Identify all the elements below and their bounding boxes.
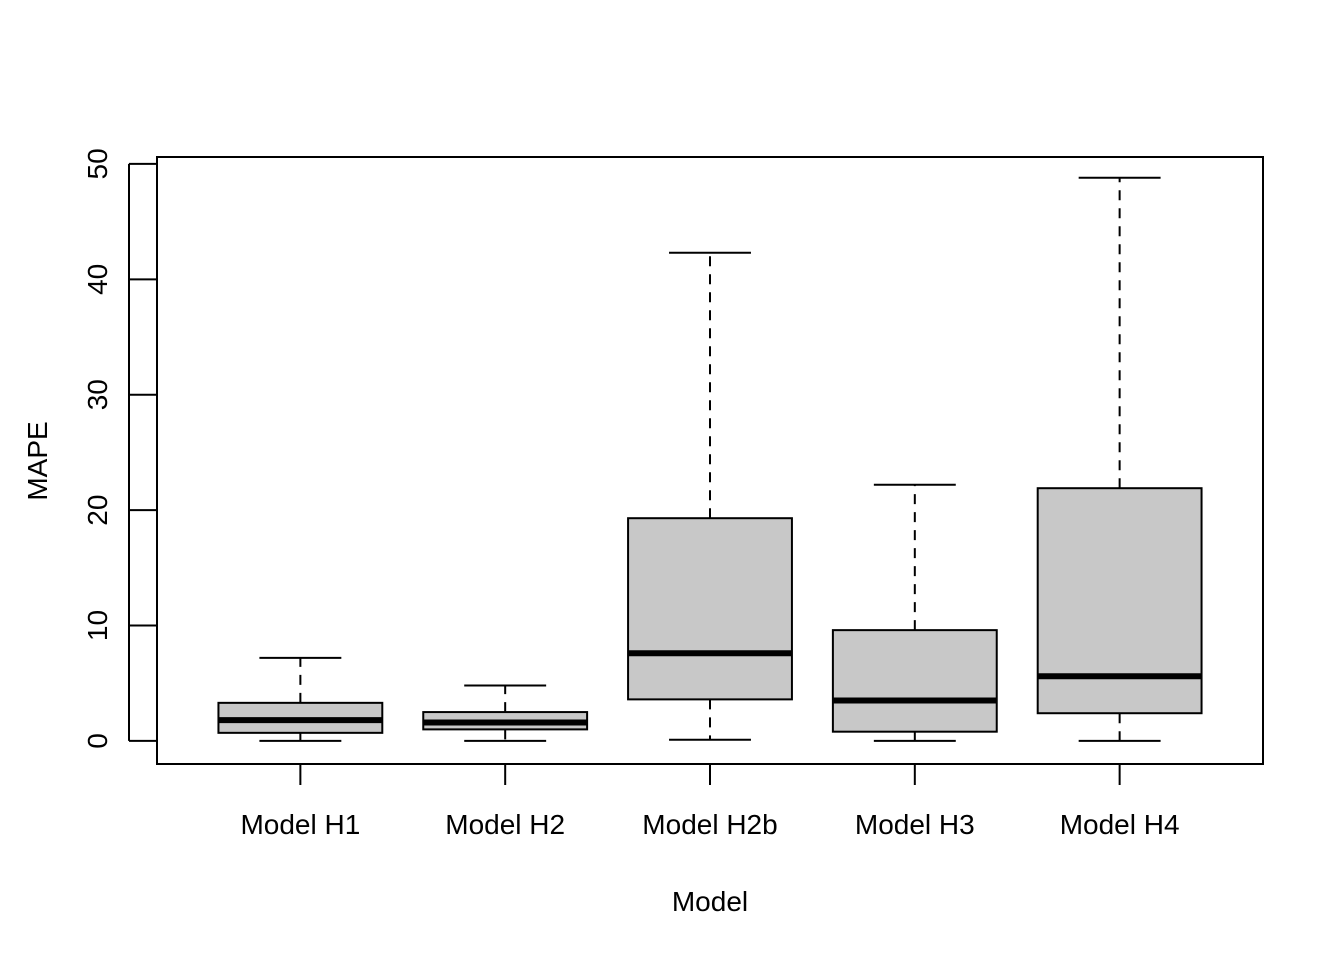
x-tick-label: Model H1: [240, 809, 360, 840]
x-tick-label: Model H2: [445, 809, 565, 840]
y-tick-label: 10: [82, 610, 113, 641]
iqr-box: [627, 517, 793, 701]
box-model-h1: [217, 656, 384, 742]
x-tick-label: Model H2b: [642, 809, 777, 840]
boxes: [217, 176, 1203, 742]
box-model-h4: [1036, 176, 1203, 742]
y-tick-label: 0: [82, 733, 113, 749]
y-tick-label: 20: [82, 495, 113, 526]
x-tick-label: Model H4: [1060, 809, 1180, 840]
x-tick-label: Model H3: [855, 809, 975, 840]
box-model-h3: [831, 483, 998, 742]
x-axis-title: Model: [672, 886, 748, 917]
y-axis-title: MAPE: [22, 421, 53, 500]
iqr-box: [1036, 487, 1203, 715]
x-axis: Model H1 Model H2 Model H2b Model H3 Model H…: [240, 764, 1180, 840]
iqr-box: [831, 629, 998, 733]
y-tick-label: 40: [82, 264, 113, 295]
y-tick-label: 50: [82, 148, 113, 179]
box-model-h2b: [627, 251, 793, 741]
box-model-h2: [422, 684, 589, 742]
y-axis: 0 10 20 30 40 50: [82, 148, 157, 749]
y-tick-label: 30: [82, 379, 113, 410]
